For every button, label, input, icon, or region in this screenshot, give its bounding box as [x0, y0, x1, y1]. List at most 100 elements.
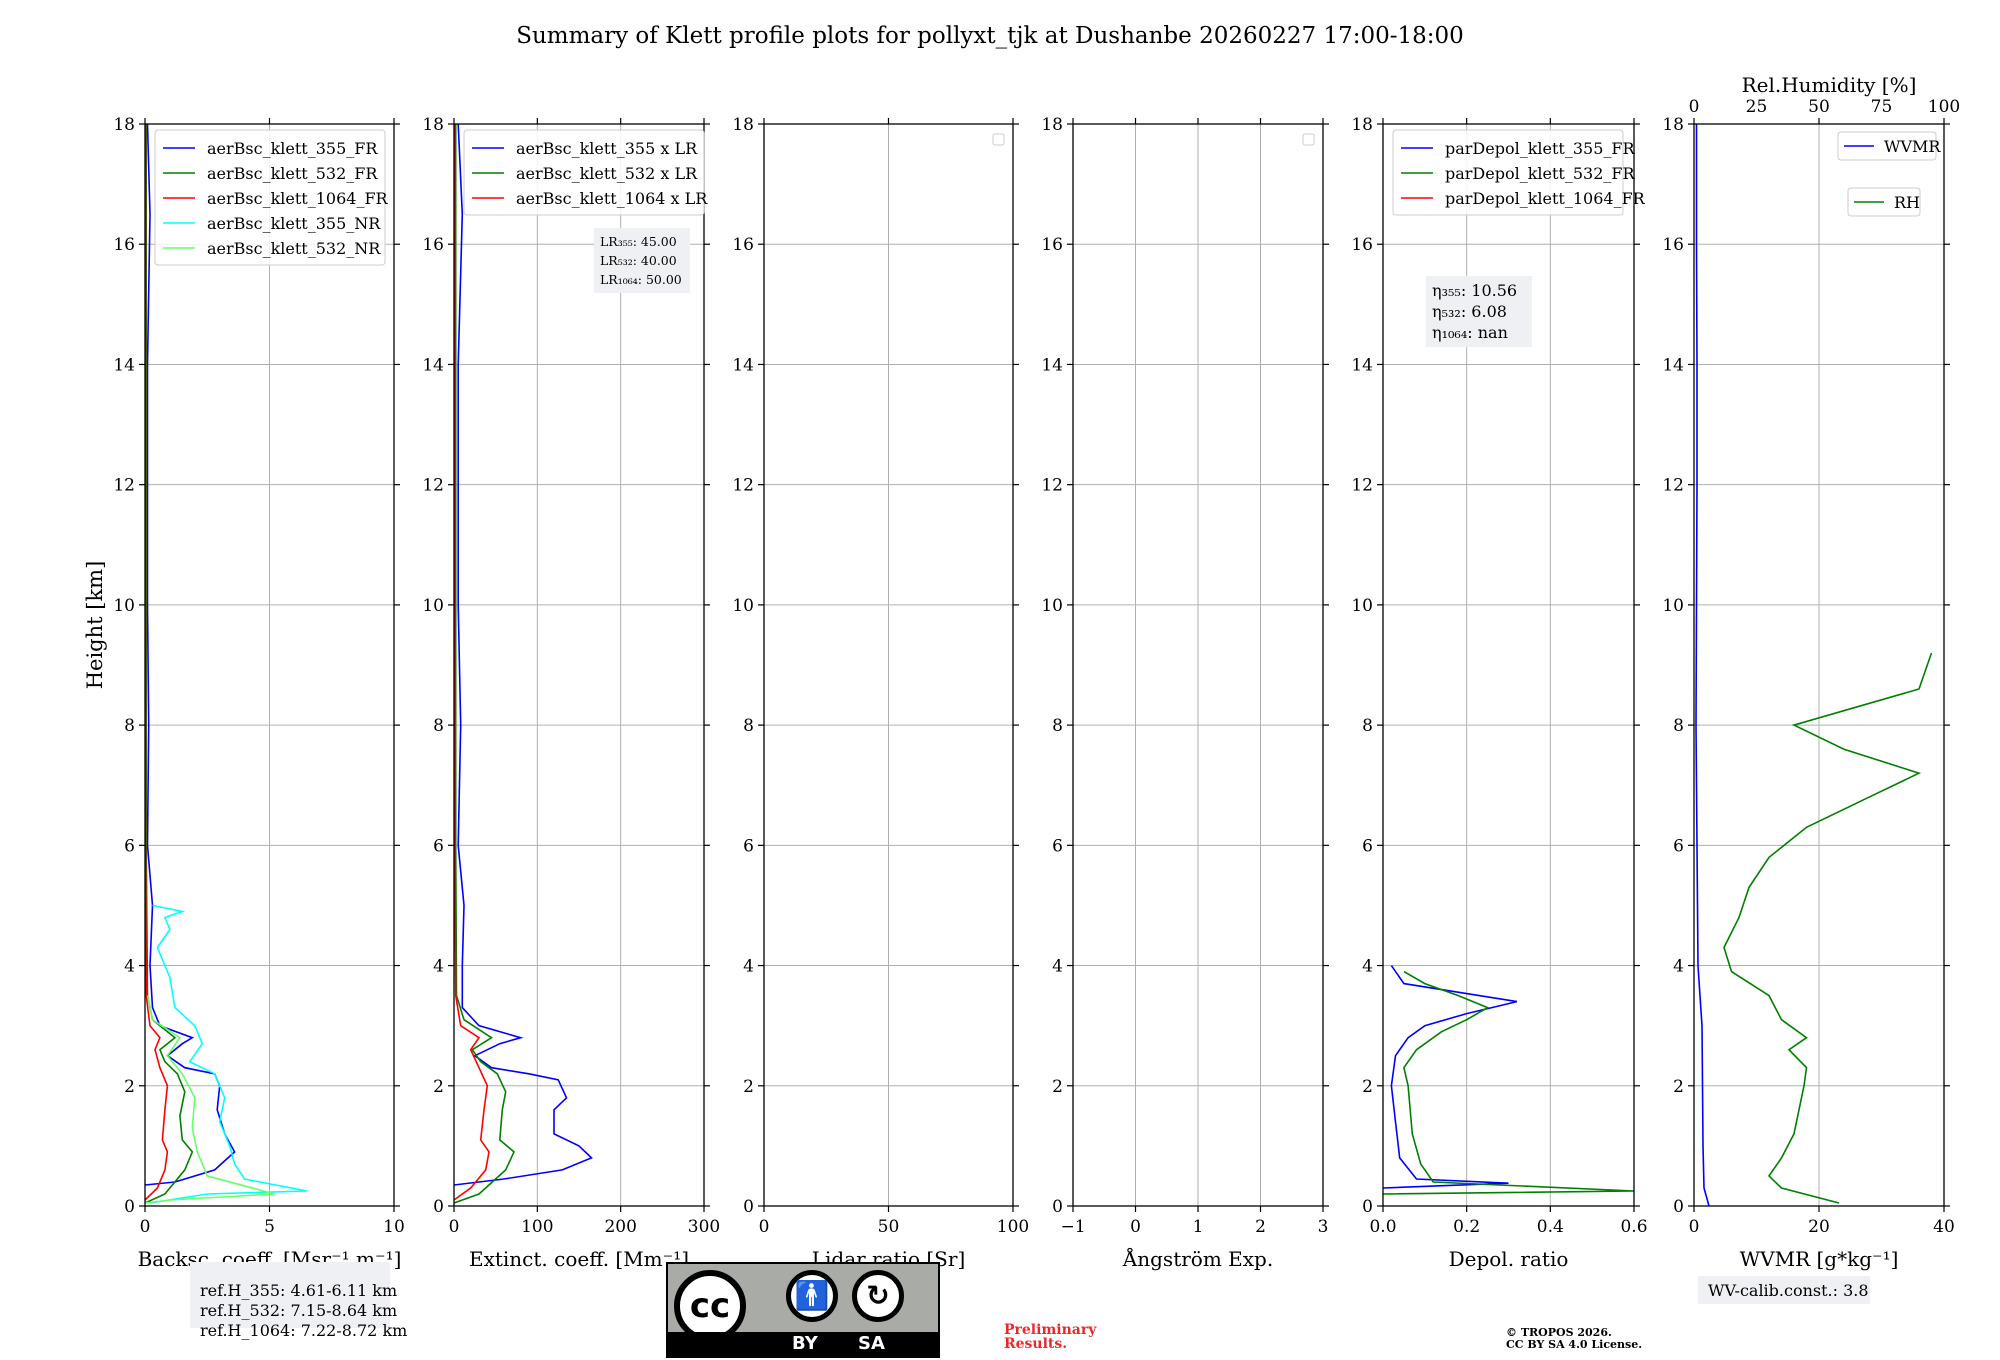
x-tick-label: 200	[604, 1217, 636, 1237]
x-tick-label: 1	[1193, 1217, 1204, 1237]
y-tick-label: 10	[1041, 596, 1063, 616]
y-tick-label: 10	[1351, 596, 1373, 616]
x-tick-label: 0.0	[1369, 1217, 1396, 1237]
legend-label: aerBsc_klett_1064 x LR	[516, 189, 708, 208]
legend-label: aerBsc_klett_532_NR	[207, 239, 381, 258]
y-tick-label: 6	[743, 836, 754, 856]
cc-icon: cc	[674, 1270, 746, 1342]
y-tick-label: 10	[113, 596, 135, 616]
x-tick-label: 2	[1255, 1217, 1266, 1237]
y-tick-label: 8	[743, 716, 754, 736]
series-line-parDepol_klett_532_FR	[1383, 970, 1634, 1195]
y-tick-label: 6	[124, 836, 135, 856]
y-tick-label: 18	[113, 115, 135, 135]
y-tick-label: 8	[433, 716, 444, 736]
annotation-text: η₃₅₅: 10.56	[1432, 281, 1517, 300]
x2-tick-label: 50	[1808, 97, 1830, 117]
axes-frame	[453, 123, 705, 1207]
y-tick-label: 0	[433, 1197, 444, 1217]
y-tick-label: 14	[1662, 355, 1684, 375]
y-tick-label: 12	[422, 476, 444, 496]
axes-frame	[1693, 123, 1945, 1207]
annotation-box	[594, 228, 690, 293]
x-axis-label: Depol. ratio	[1449, 1247, 1569, 1271]
y-tick-label: 16	[113, 235, 135, 255]
legend-label: aerBsc_klett_355_NR	[207, 214, 381, 233]
y-tick-label: 2	[124, 1077, 135, 1097]
y-tick-label: 16	[1041, 235, 1063, 255]
y-tick-label: 4	[124, 957, 135, 977]
x-tick-label: 0.6	[1620, 1217, 1647, 1237]
share-alike-icon: ↻	[852, 1270, 904, 1322]
cc-sa-label: SA	[858, 1333, 885, 1354]
series-line-aerBsc_klett_1064_FR	[145, 124, 169, 1201]
legend-label: aerBsc_klett_355_FR	[207, 139, 378, 158]
series-line-aerBsc_klett_355 x LR	[454, 124, 593, 1186]
y-tick-label: 14	[732, 355, 754, 375]
y-tick-label: 0	[1052, 1197, 1063, 1217]
legend-box	[1392, 129, 1624, 216]
x-tick-label: 40	[1933, 1217, 1955, 1237]
series-line-aerBsc_klett_532_NR	[145, 995, 275, 1204]
y-tick-label: 16	[732, 235, 754, 255]
legend-box	[154, 129, 386, 266]
legend-box	[463, 129, 705, 216]
series-line-RH	[1723, 652, 1933, 1204]
y-tick-label: 8	[1052, 716, 1063, 736]
legend-label: aerBsc_klett_532 x LR	[516, 164, 698, 183]
series-line-parDepol_klett_355_FR	[1383, 965, 1518, 1189]
annotation-box	[1426, 276, 1532, 347]
x-axis-label: Extinct. coeff. [Mm⁻¹]	[469, 1247, 689, 1271]
panel-dep: 0 2 4 6 8 10 12 14 16 18 0.0 0.2 0.4 0.6 Depol. ratio p…	[1351, 115, 1647, 1271]
legend-label: aerBsc_klett_532_FR	[207, 164, 378, 183]
panel-ext: 0 2 4 6 8 10 12 14 16 18 0 100 200 300 Extinct. coeff.…	[422, 115, 720, 1271]
legend-label: RH	[1894, 193, 1920, 212]
y-tick-label: 10	[732, 596, 754, 616]
y-tick-label: 12	[1351, 476, 1373, 496]
legend-label: aerBsc_klett_1064_FR	[207, 189, 389, 208]
x-axis-label: Ångström Exp.	[1122, 1246, 1273, 1271]
axes-frame	[763, 123, 1014, 1207]
y-tick-label: 16	[1351, 235, 1373, 255]
annotation-text: η₅₃₂: 6.08	[1432, 302, 1507, 321]
x-tick-label: 10	[383, 1217, 405, 1237]
legend-label: aerBsc_klett_355 x LR	[516, 139, 698, 158]
x-tick-label: 20	[1808, 1217, 1830, 1237]
x2-tick-label: 25	[1746, 97, 1768, 117]
y-tick-label: 2	[1362, 1077, 1373, 1097]
x-tick-label: 0	[449, 1217, 460, 1237]
x-tick-label: 0.2	[1453, 1217, 1480, 1237]
cc-license-badge: cc 🚹 ↻ BY SA	[666, 1262, 940, 1358]
y-tick-label: 12	[113, 476, 135, 496]
annotation-text: η₁₀₆₄: nan	[1432, 323, 1508, 342]
y-tick-label: 6	[1362, 836, 1373, 856]
y-tick-label: 14	[1041, 355, 1063, 375]
empty-legend-box	[992, 133, 1005, 146]
y-tick-label: 4	[1362, 957, 1373, 977]
y-tick-label: 18	[1662, 115, 1684, 135]
person-icon: 🚹	[786, 1270, 838, 1322]
x-tick-label: 3	[1318, 1217, 1329, 1237]
axes-frame	[1382, 123, 1635, 1207]
y-tick-label: 18	[1041, 115, 1063, 135]
y-tick-label: 0	[124, 1197, 135, 1217]
x2-tick-label: 0	[1689, 97, 1700, 117]
cc-by-label: BY	[792, 1333, 818, 1354]
y-tick-label: 18	[422, 115, 444, 135]
y-tick-label: 4	[1673, 957, 1684, 977]
y-tick-label: 0	[1362, 1197, 1373, 1217]
x-axis-label: WVMR [g*kg⁻¹]	[1740, 1247, 1899, 1271]
legend-label: WVMR	[1884, 137, 1941, 156]
y-tick-label: 0	[1673, 1197, 1684, 1217]
x-tick-label: 100	[997, 1217, 1029, 1237]
series-line-aerBsc_klett_355_NR	[149, 904, 308, 1204]
y-tick-label: 16	[422, 235, 444, 255]
y-tick-label: 4	[433, 957, 444, 977]
legend-box	[1837, 131, 1937, 161]
y-tick-label: 12	[1662, 476, 1684, 496]
axes-frame	[1072, 123, 1324, 1207]
y-tick-label: 18	[1351, 115, 1373, 135]
